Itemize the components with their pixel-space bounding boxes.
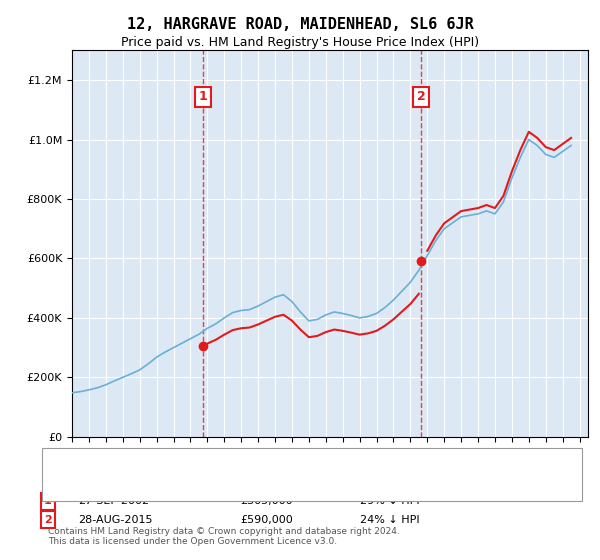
Text: 2: 2 — [44, 515, 52, 525]
Text: Price paid vs. HM Land Registry's House Price Index (HPI): Price paid vs. HM Land Registry's House … — [121, 36, 479, 49]
Text: 1: 1 — [44, 496, 52, 506]
Text: £590,000: £590,000 — [240, 515, 293, 525]
Text: 12, HARGRAVE ROAD, MAIDENHEAD, SL6 6JR: 12, HARGRAVE ROAD, MAIDENHEAD, SL6 6JR — [127, 17, 473, 32]
Text: Contains HM Land Registry data © Crown copyright and database right 2024.
This d: Contains HM Land Registry data © Crown c… — [48, 526, 400, 546]
Text: 24% ↓ HPI: 24% ↓ HPI — [360, 515, 419, 525]
Text: 12, HARGRAVE ROAD, MAIDENHEAD, SL6 6JR (detached house): 12, HARGRAVE ROAD, MAIDENHEAD, SL6 6JR (… — [72, 461, 400, 472]
Text: 2: 2 — [417, 90, 426, 103]
Text: 1: 1 — [199, 90, 208, 103]
Text: HPI: Average price, detached house, Windsor and Maidenhead: HPI: Average price, detached house, Wind… — [72, 478, 397, 488]
Text: £305,000: £305,000 — [240, 496, 293, 506]
Text: 29% ↓ HPI: 29% ↓ HPI — [360, 496, 419, 506]
Text: 28-AUG-2015: 28-AUG-2015 — [78, 515, 152, 525]
Text: 27-SEP-2002: 27-SEP-2002 — [78, 496, 149, 506]
